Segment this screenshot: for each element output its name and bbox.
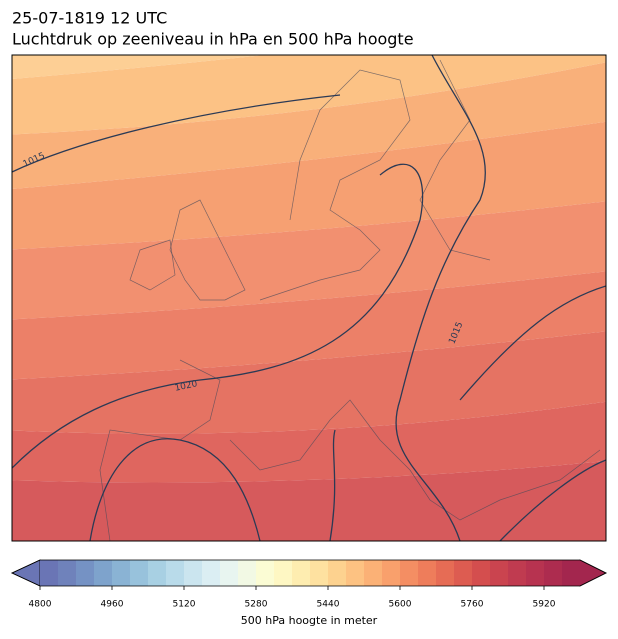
height-band bbox=[12, 121, 606, 250]
colorbar-tick-label: 4800 bbox=[29, 600, 52, 610]
coastline bbox=[229, 399, 601, 521]
coastline bbox=[259, 69, 411, 301]
isobar bbox=[329, 429, 336, 541]
contour-label: 1020 bbox=[174, 379, 199, 394]
height-band bbox=[12, 461, 606, 541]
colorbar-tick-label: 5120 bbox=[173, 600, 196, 610]
coastline bbox=[169, 199, 246, 301]
colorbar-segment bbox=[202, 560, 221, 586]
height-band bbox=[12, 401, 606, 483]
colorbar-tick-label: 5760 bbox=[461, 600, 484, 610]
colorbar-segment bbox=[40, 560, 59, 586]
colorbar-segment bbox=[256, 560, 275, 586]
colorbar-outline bbox=[11, 559, 607, 587]
colorbar-segment bbox=[292, 560, 311, 586]
colorbar-label: 500 hPa hoogte in meter bbox=[241, 614, 378, 627]
colorbar-tick-label: 5280 bbox=[245, 600, 268, 610]
colorbar-segment bbox=[418, 560, 437, 586]
map-subtitle: Luchtdruk op zeeniveau in hPa en 500 hPa… bbox=[12, 30, 414, 49]
colorbar-segment bbox=[382, 560, 401, 586]
colorbar-tick-label: 5600 bbox=[389, 600, 412, 610]
height-band bbox=[12, 331, 606, 434]
colorbar-segment bbox=[112, 560, 131, 586]
colorbar-segment bbox=[238, 560, 257, 586]
colorbar-segment bbox=[94, 560, 113, 586]
isobar bbox=[395, 55, 486, 541]
height-band bbox=[12, 55, 606, 135]
colorbar-tick-label: 5440 bbox=[317, 600, 340, 610]
colorbar-segment bbox=[184, 560, 203, 586]
colorbar-segment bbox=[76, 560, 95, 586]
map-title: 25-07-1819 12 UTC bbox=[12, 9, 167, 28]
isobar bbox=[459, 285, 606, 401]
colorbar: 4800 4960 5120 5280 5440 5600 5760 5920 bbox=[11, 559, 607, 610]
height-band bbox=[12, 55, 264, 80]
coastline bbox=[129, 239, 176, 291]
height-band bbox=[12, 201, 606, 320]
colorbar-segment bbox=[166, 560, 185, 586]
height-band bbox=[12, 271, 606, 380]
colorbar-segment bbox=[220, 560, 239, 586]
isobars bbox=[12, 55, 606, 541]
colorbar-segment bbox=[400, 560, 419, 586]
colorbar-segment bbox=[58, 560, 77, 586]
coastline bbox=[419, 59, 491, 261]
isobar bbox=[12, 163, 424, 469]
colorbar-segment bbox=[544, 560, 563, 586]
colorbar-tick-label: 5920 bbox=[533, 600, 556, 610]
height-band bbox=[12, 62, 606, 190]
colorbar-segment bbox=[148, 560, 167, 586]
colorbar-segment bbox=[562, 560, 581, 586]
colorbar-segment bbox=[526, 560, 545, 586]
colorbar-segment bbox=[328, 560, 347, 586]
colorbar-extend-high bbox=[579, 559, 607, 587]
colorbar-segment bbox=[454, 560, 473, 586]
isobar bbox=[12, 94, 341, 173]
colorbar-segment bbox=[274, 560, 293, 586]
isobar bbox=[499, 459, 606, 541]
colorbar-segment bbox=[310, 560, 329, 586]
colorbar-tick-label: 4960 bbox=[101, 600, 124, 610]
colorbar-extend-low bbox=[11, 559, 41, 587]
colorbar-segment bbox=[130, 560, 149, 586]
map-frame bbox=[11, 54, 607, 542]
colorbar-segment bbox=[346, 560, 365, 586]
isobar bbox=[89, 438, 261, 541]
colorbar-segment bbox=[508, 560, 527, 586]
colorbar-segment bbox=[436, 560, 455, 586]
colorbar-segment bbox=[364, 560, 383, 586]
colorbar-segment bbox=[490, 560, 509, 586]
colorbar-segment bbox=[472, 560, 491, 586]
